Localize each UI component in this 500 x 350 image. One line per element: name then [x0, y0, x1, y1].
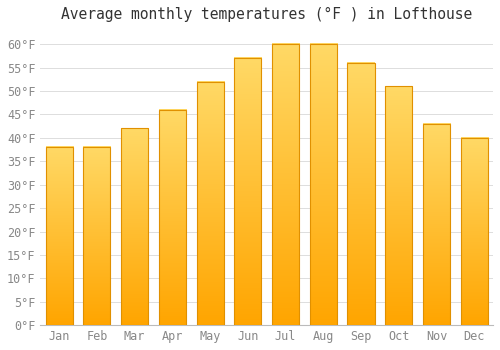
- Bar: [234, 58, 262, 325]
- Bar: [348, 63, 374, 325]
- Bar: [385, 86, 412, 325]
- Bar: [159, 110, 186, 325]
- Bar: [272, 44, 299, 325]
- Bar: [460, 138, 488, 325]
- Title: Average monthly temperatures (°F ) in Lofthouse: Average monthly temperatures (°F ) in Lo…: [61, 7, 472, 22]
- Bar: [196, 82, 224, 325]
- Bar: [310, 44, 337, 325]
- Bar: [121, 128, 148, 325]
- Bar: [423, 124, 450, 325]
- Bar: [84, 147, 110, 325]
- Bar: [46, 147, 73, 325]
